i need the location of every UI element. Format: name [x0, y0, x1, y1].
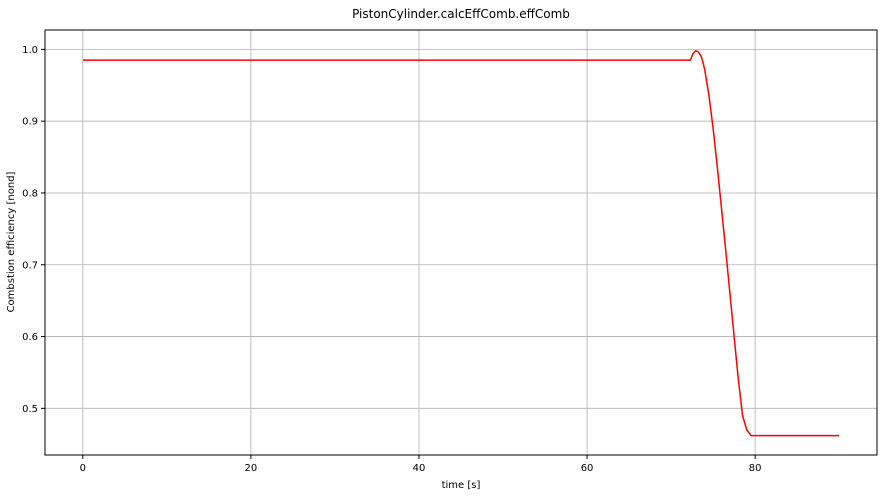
x-tick-label: 40 [413, 463, 426, 474]
x-tick-label: 80 [749, 463, 762, 474]
y-tick-label: 0.6 [22, 332, 38, 343]
x-tick-label: 20 [245, 463, 258, 474]
y-tick-label: 0.8 [22, 188, 38, 199]
y-tick-label: 0.9 [22, 117, 38, 128]
y-axis-label: Combstion efficiency [nond] [6, 171, 17, 312]
series-layer [82, 50, 840, 437]
chart-title: PistonCylinder.calcEffComb.effComb [352, 7, 570, 21]
y-tick-label: 0.5 [22, 404, 38, 415]
x-tick-label: 60 [581, 463, 594, 474]
grid [45, 30, 877, 455]
x-axis-label: time [s] [442, 480, 481, 491]
ticks: 0 20 40 60 80 0.5 0.6 0.7 0.8 0.9 1.0 [22, 45, 761, 474]
plot-background [45, 30, 877, 455]
y-tick-label: 0.7 [22, 260, 38, 271]
series-line [82, 50, 840, 437]
x-tick-label: 0 [80, 463, 86, 474]
y-tick-label: 1.0 [22, 45, 38, 56]
plot-frame [44, 29, 878, 456]
